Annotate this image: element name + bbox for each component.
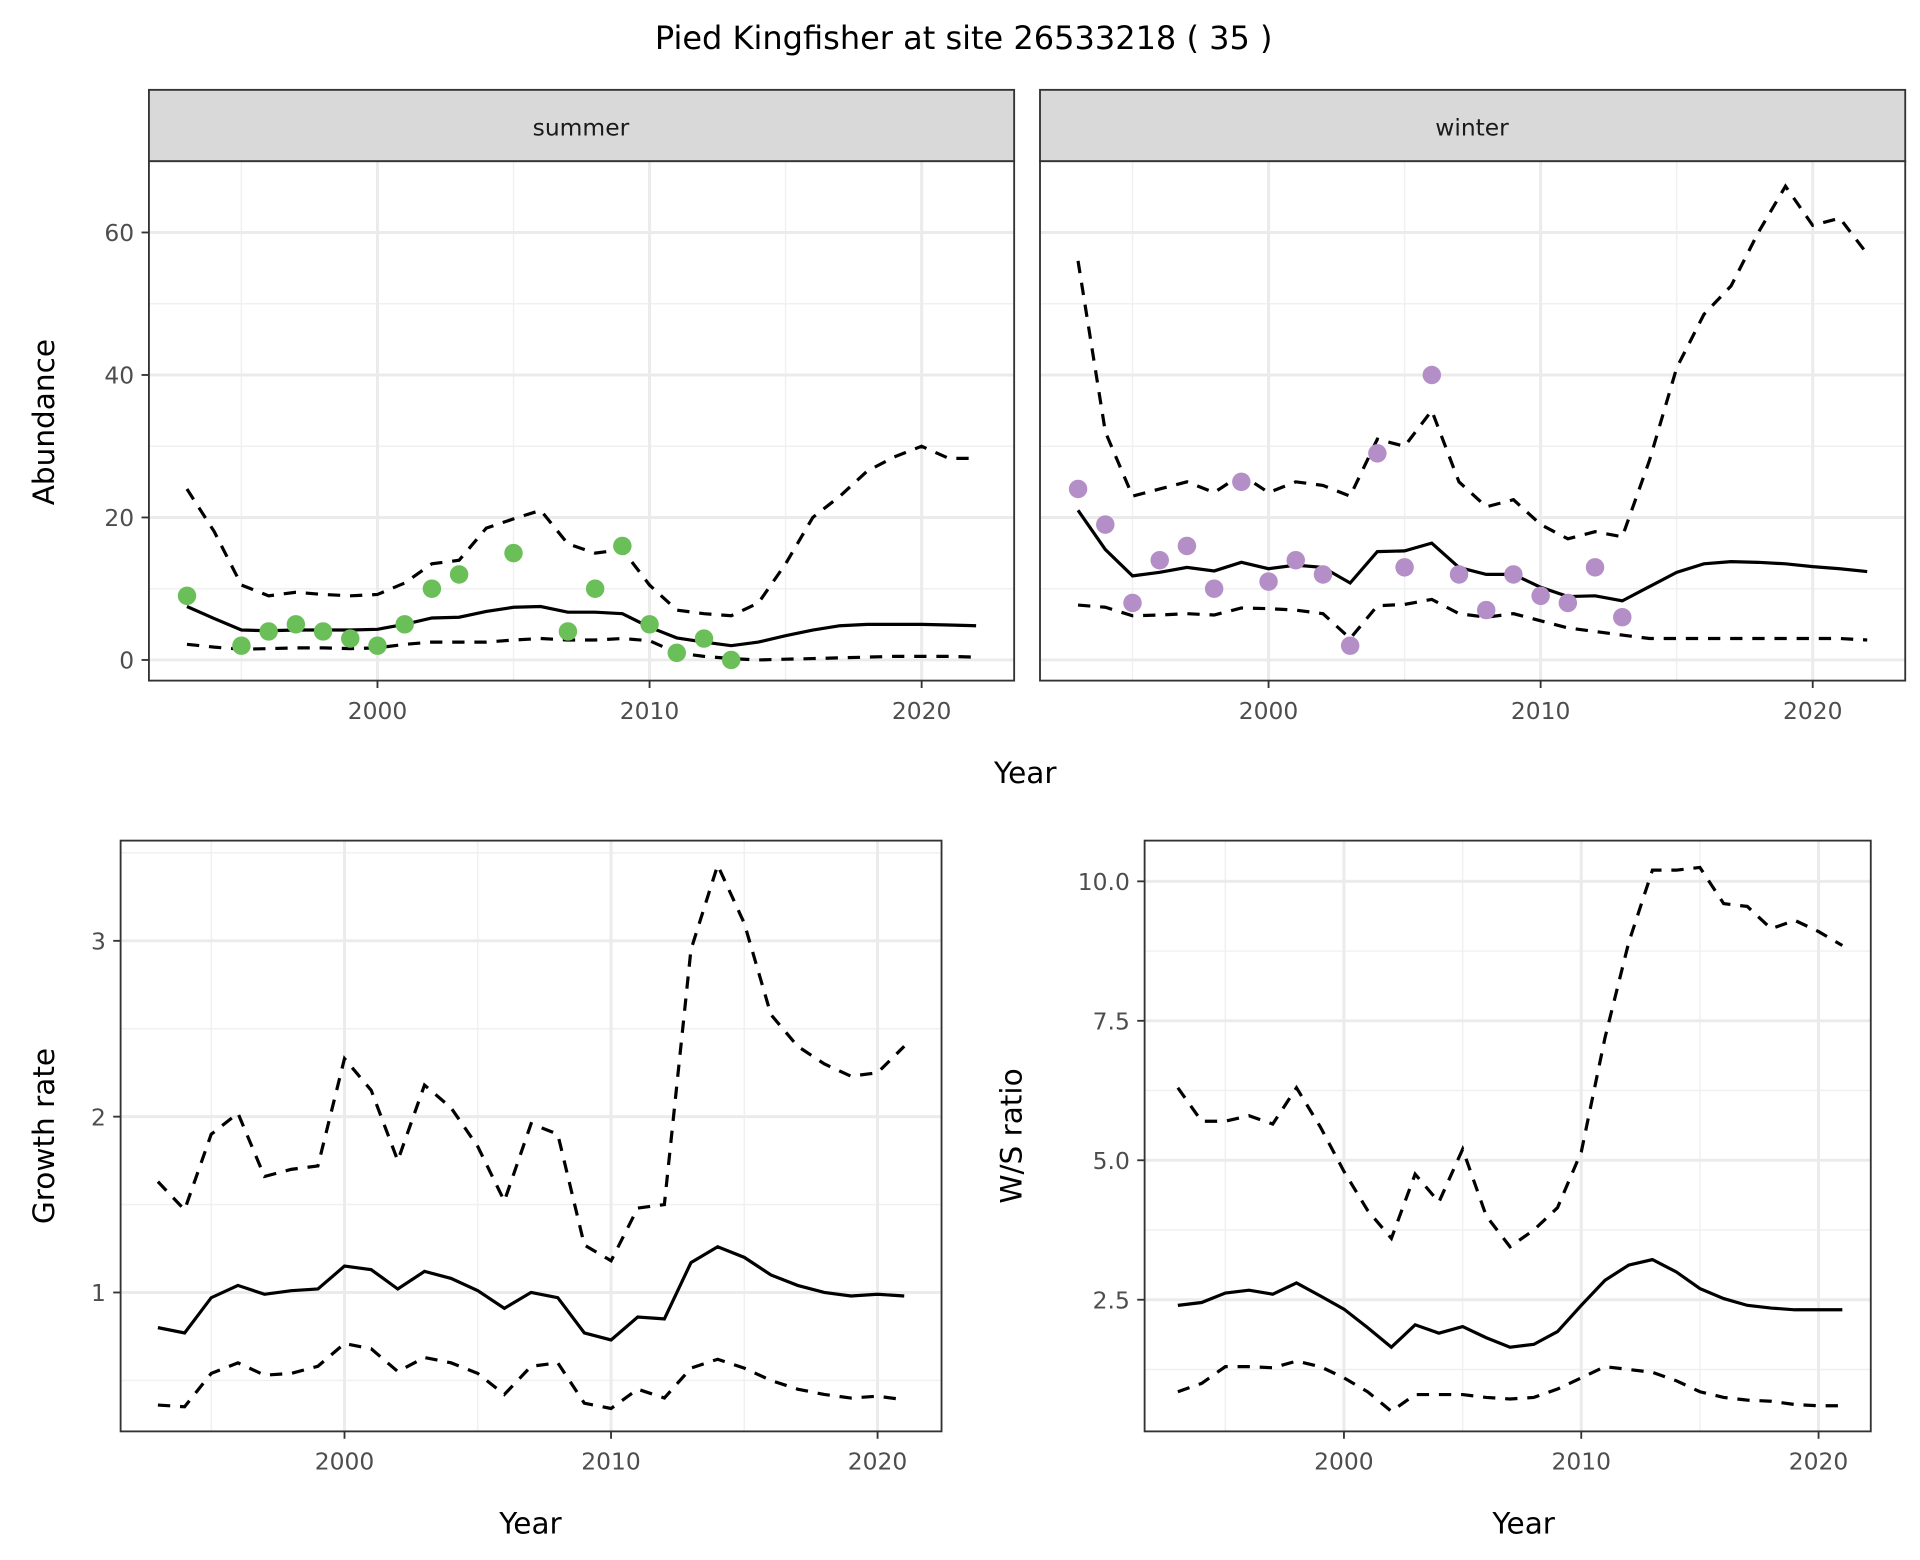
observed-point (1123, 593, 1142, 613)
observed-point (585, 579, 605, 598)
observed-point (286, 615, 306, 634)
y-tick-label: 3 (91, 927, 106, 955)
observed-point (1368, 444, 1387, 463)
plot-background (148, 161, 1015, 681)
observed-point (1068, 479, 1088, 499)
observed-point (558, 622, 578, 641)
observed-point (504, 543, 523, 563)
y-tick-label: 20 (104, 504, 134, 532)
panel-border (119, 839, 943, 1433)
observed-point (422, 579, 442, 598)
observed-point (1476, 600, 1496, 620)
abundance-x-title: Year (993, 756, 1057, 790)
upper-bound-line (185, 444, 977, 618)
x-tick-label: 2020 (1783, 697, 1843, 725)
observed-point (1585, 558, 1605, 577)
observed-point (667, 643, 686, 663)
panel-growth: 2000 2010 2020 1 2 3 (91, 839, 943, 1476)
strip-label-summer: summer (533, 113, 630, 141)
observed-point (1422, 365, 1442, 385)
observed-point (368, 636, 387, 655)
growth-y-title: Growth rate (27, 1048, 61, 1224)
panel-summer: 2000 2010 2020 0 20 40 60 (104, 160, 1016, 725)
observed-point (1259, 572, 1278, 591)
y-tick-label: 2.5 (1093, 1286, 1130, 1314)
panel-ratio: 2000 2010 2020 2.5 5.0 7.5 10.0 (1078, 839, 1872, 1476)
x-tick-label: 2010 (581, 1448, 641, 1476)
observed-point (1504, 565, 1523, 584)
observed-point (1340, 636, 1360, 655)
x-tick-label: 2000 (1239, 697, 1299, 725)
y-tick-label: 1 (91, 1279, 106, 1307)
ratio-x-title: Year (1491, 1507, 1555, 1541)
panel-winter: 2000 2010 2020 (1039, 160, 1907, 725)
panel-border (148, 160, 1016, 682)
observed-point (1286, 550, 1305, 570)
observed-point (1558, 593, 1578, 613)
lower-bound-line (1077, 597, 1868, 642)
observed-point (313, 622, 333, 641)
upper-bound-line (1176, 865, 1844, 1249)
x-tick-label: 2020 (892, 697, 952, 725)
observed-point (1613, 607, 1632, 627)
lower-bound-line (157, 1341, 905, 1411)
plot-background (120, 840, 942, 1432)
x-tick-label: 2020 (1789, 1448, 1849, 1476)
y-tick-label: 0 (119, 647, 134, 675)
observed-point (1313, 565, 1333, 584)
observed-point (177, 586, 197, 606)
observed-point (1232, 472, 1251, 492)
plot-background (1040, 161, 1906, 681)
observed-point (395, 615, 414, 634)
observed-point (1096, 515, 1115, 534)
x-tick-label: 2020 (848, 1448, 908, 1476)
x-tick-label: 2000 (348, 697, 408, 725)
x-tick-label: 2010 (1552, 1448, 1612, 1476)
y-tick-label: 2 (91, 1103, 106, 1131)
y-tick-label: 10.0 (1078, 868, 1130, 896)
observed-point (1204, 579, 1224, 598)
lower-bound-line (1177, 1359, 1843, 1414)
upper-bound-line (1076, 183, 1869, 541)
x-tick-label: 2000 (1314, 1448, 1374, 1476)
y-tick-label: 40 (104, 362, 134, 390)
plot-background (1144, 840, 1871, 1432)
growth-x-title: Year (498, 1507, 562, 1541)
y-tick-label: 60 (104, 219, 134, 247)
observed-point (1531, 586, 1550, 606)
abundance-y-title: Abundance (27, 339, 61, 505)
median-line (1076, 509, 1868, 603)
observed-point (613, 536, 632, 556)
upper-bound-line (156, 860, 906, 1264)
observed-point (1395, 558, 1414, 577)
y-tick-label: 7.5 (1093, 1007, 1130, 1035)
observed-point (1449, 565, 1469, 584)
observed-point (232, 636, 251, 655)
ratio-y-title: W/S ratio (995, 1068, 1029, 1203)
x-tick-label: 2010 (1511, 697, 1571, 725)
observed-point (640, 615, 659, 634)
panel-border (1143, 839, 1872, 1433)
y-tick-label: 5.0 (1093, 1147, 1130, 1175)
panel-border (1039, 160, 1907, 682)
x-tick-label: 2010 (620, 697, 680, 725)
strip-summer: summer (148, 88, 1016, 163)
median-line (1177, 1257, 1843, 1350)
x-tick-label: 2000 (315, 1448, 375, 1476)
observed-point (1177, 536, 1197, 556)
figure-title: Pied Kingfisher at site 26533218 ( 35 ) (655, 19, 1273, 57)
observed-point (721, 650, 741, 670)
observed-point (259, 622, 278, 641)
strip-winter: winter (1039, 88, 1907, 163)
median-line (157, 1244, 905, 1342)
observed-point (341, 629, 360, 648)
strip-label-winter: winter (1435, 113, 1509, 141)
observed-point (694, 629, 714, 648)
observed-point (1150, 550, 1169, 570)
observed-point (449, 565, 469, 584)
